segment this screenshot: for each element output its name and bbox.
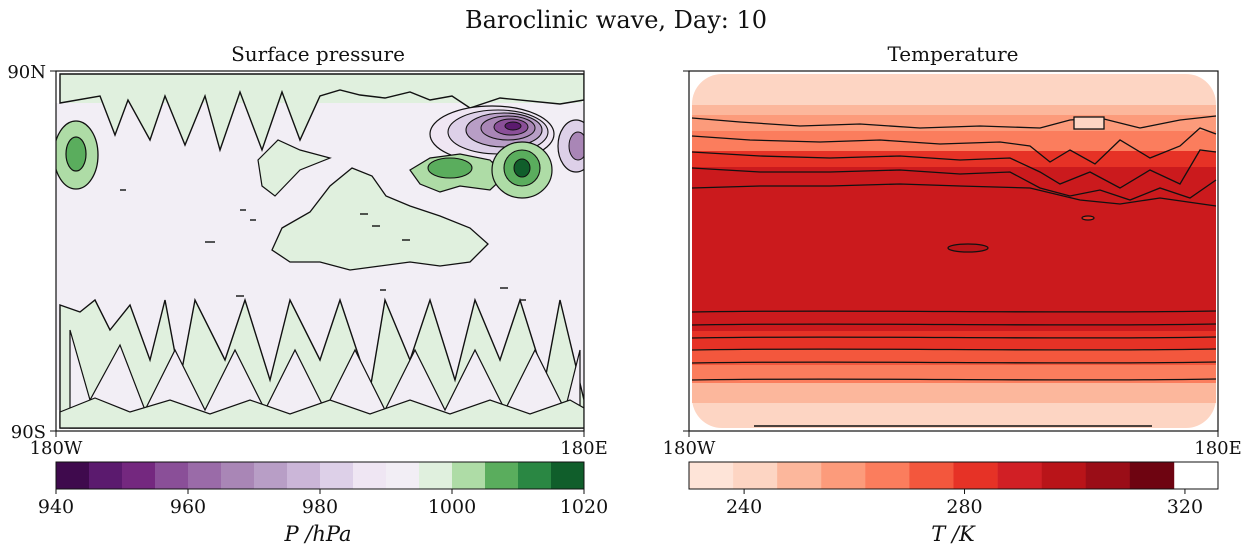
- temp-cold-blob: [1073, 116, 1105, 130]
- temperature-colorbar-ticks: 240 280 320: [726, 489, 1203, 518]
- pressure-colorbar-swatch: [485, 462, 519, 489]
- temperature-title: Temperature: [887, 42, 1018, 66]
- pressure-colorbar-ticks: 940 960 980 1000 1020: [38, 489, 608, 518]
- temp-wave-3: [691, 149, 1217, 189]
- temperature-frame: [688, 70, 1219, 432]
- temp-small-blob: [1081, 215, 1095, 221]
- central-high: [271, 167, 489, 271]
- temperature-colorbar-tick-label: 280: [946, 496, 982, 518]
- temperature-colorbar-swatch: [1085, 462, 1131, 489]
- temperature-colorbar-swatch: [1129, 462, 1175, 489]
- pressure-colorbar-swatch: [452, 462, 486, 489]
- temperature-xtick-left: 180W: [663, 438, 716, 459]
- north-fringe: [59, 73, 584, 153]
- pressure-colorbar-swatch: [419, 462, 453, 489]
- pressure-colorbar-swatch: [221, 462, 255, 489]
- east-high-system: [409, 141, 553, 199]
- pressure-colorbar-swatch: [518, 462, 552, 489]
- temperature-colorbar-swatch: [953, 462, 998, 489]
- pressure-colorbar-swatch: [122, 462, 156, 489]
- temperature-colorbar-tick-label: 240: [726, 496, 762, 518]
- temperature-colorbar-swatch: [821, 462, 866, 489]
- temperature-colorbar-outline: [688, 461, 1219, 490]
- speckles: [120, 189, 526, 301]
- west-high-inner: [65, 136, 87, 172]
- south-fringe-mask: [69, 329, 581, 429]
- south-fringe-lower: [59, 397, 584, 429]
- pressure-colorbar-swatch: [320, 462, 354, 489]
- pressure-frame: [55, 70, 585, 432]
- temperature-panel: Temperature: [663, 42, 1242, 546]
- pressure-xtick-left: 180W: [30, 438, 83, 459]
- pressure-title: Surface pressure: [231, 42, 405, 66]
- pressure-colorbar-label: P /hPa: [283, 522, 351, 546]
- pressure-colorbar-tick-label: 980: [302, 496, 338, 518]
- central-arm: [257, 139, 332, 197]
- pressure-xtick-right: 180E: [560, 438, 608, 459]
- pressure-colorbar-swatch: [551, 462, 585, 489]
- pressure-colorbar-swatch: [155, 462, 189, 489]
- temperature-colorbar-label: T /K: [931, 522, 976, 546]
- temperature-colorbar-swatch: [689, 462, 734, 489]
- temperature-band: [692, 383, 1216, 403]
- temp-wave-5: [691, 183, 1217, 207]
- pressure-colorbar-swatch: [188, 462, 222, 489]
- temp-wave-2: [691, 127, 1217, 165]
- pressure-colorbar-tick-label: 940: [38, 496, 74, 518]
- pressure-ytick-top: 90N: [7, 62, 46, 83]
- pressure-colorbar-swatch: [56, 462, 90, 489]
- pressure-colorbar-swatch: [89, 462, 123, 489]
- temperature-band: [692, 115, 1216, 131]
- temp-wave-4: [691, 167, 1217, 201]
- pressure-panel: Surface pressure: [7, 42, 608, 546]
- pressure-colorbar-swatch: [353, 462, 387, 489]
- temperature-band: [692, 105, 1216, 115]
- temperature-colorbar-swatch: [777, 462, 822, 489]
- temperature-colorbar-swatch: [909, 462, 954, 489]
- temp-warm-blob: [947, 243, 989, 253]
- temperature-colorbar-swatch: [997, 462, 1042, 489]
- pressure-colorbar-swatch: [386, 462, 420, 489]
- pressure-colorbar-tick-label: 1000: [428, 496, 476, 518]
- temperature-band: [692, 131, 1216, 151]
- pressure-ytick-bottom: 90S: [11, 422, 46, 443]
- figure-title: Baroclinic wave, Day: 10: [465, 6, 767, 34]
- pressure-colorbar-tick-label: 1020: [560, 496, 608, 518]
- temperature-band: [692, 349, 1216, 365]
- pressure-colorbar-tick-label: 960: [170, 496, 206, 518]
- pressure-colorbar-swatch: [287, 462, 321, 489]
- pressure-colorbar-swatch: [254, 462, 288, 489]
- temperature-colorbar-swatch: [865, 462, 910, 489]
- temp-south-contours: [691, 310, 1217, 381]
- temp-wave-1: [691, 115, 1217, 129]
- temperature-xtick-right: 180E: [1194, 438, 1242, 459]
- temperature-colorbar-swatch: [733, 462, 778, 489]
- temperature-colorbar-tick-label: 320: [1167, 496, 1203, 518]
- pressure-colorbar: [55, 461, 585, 490]
- temperature-colorbar: [688, 461, 1219, 490]
- temperature-colorbar-swatch: [1041, 462, 1087, 489]
- temperature-band: [692, 331, 1216, 349]
